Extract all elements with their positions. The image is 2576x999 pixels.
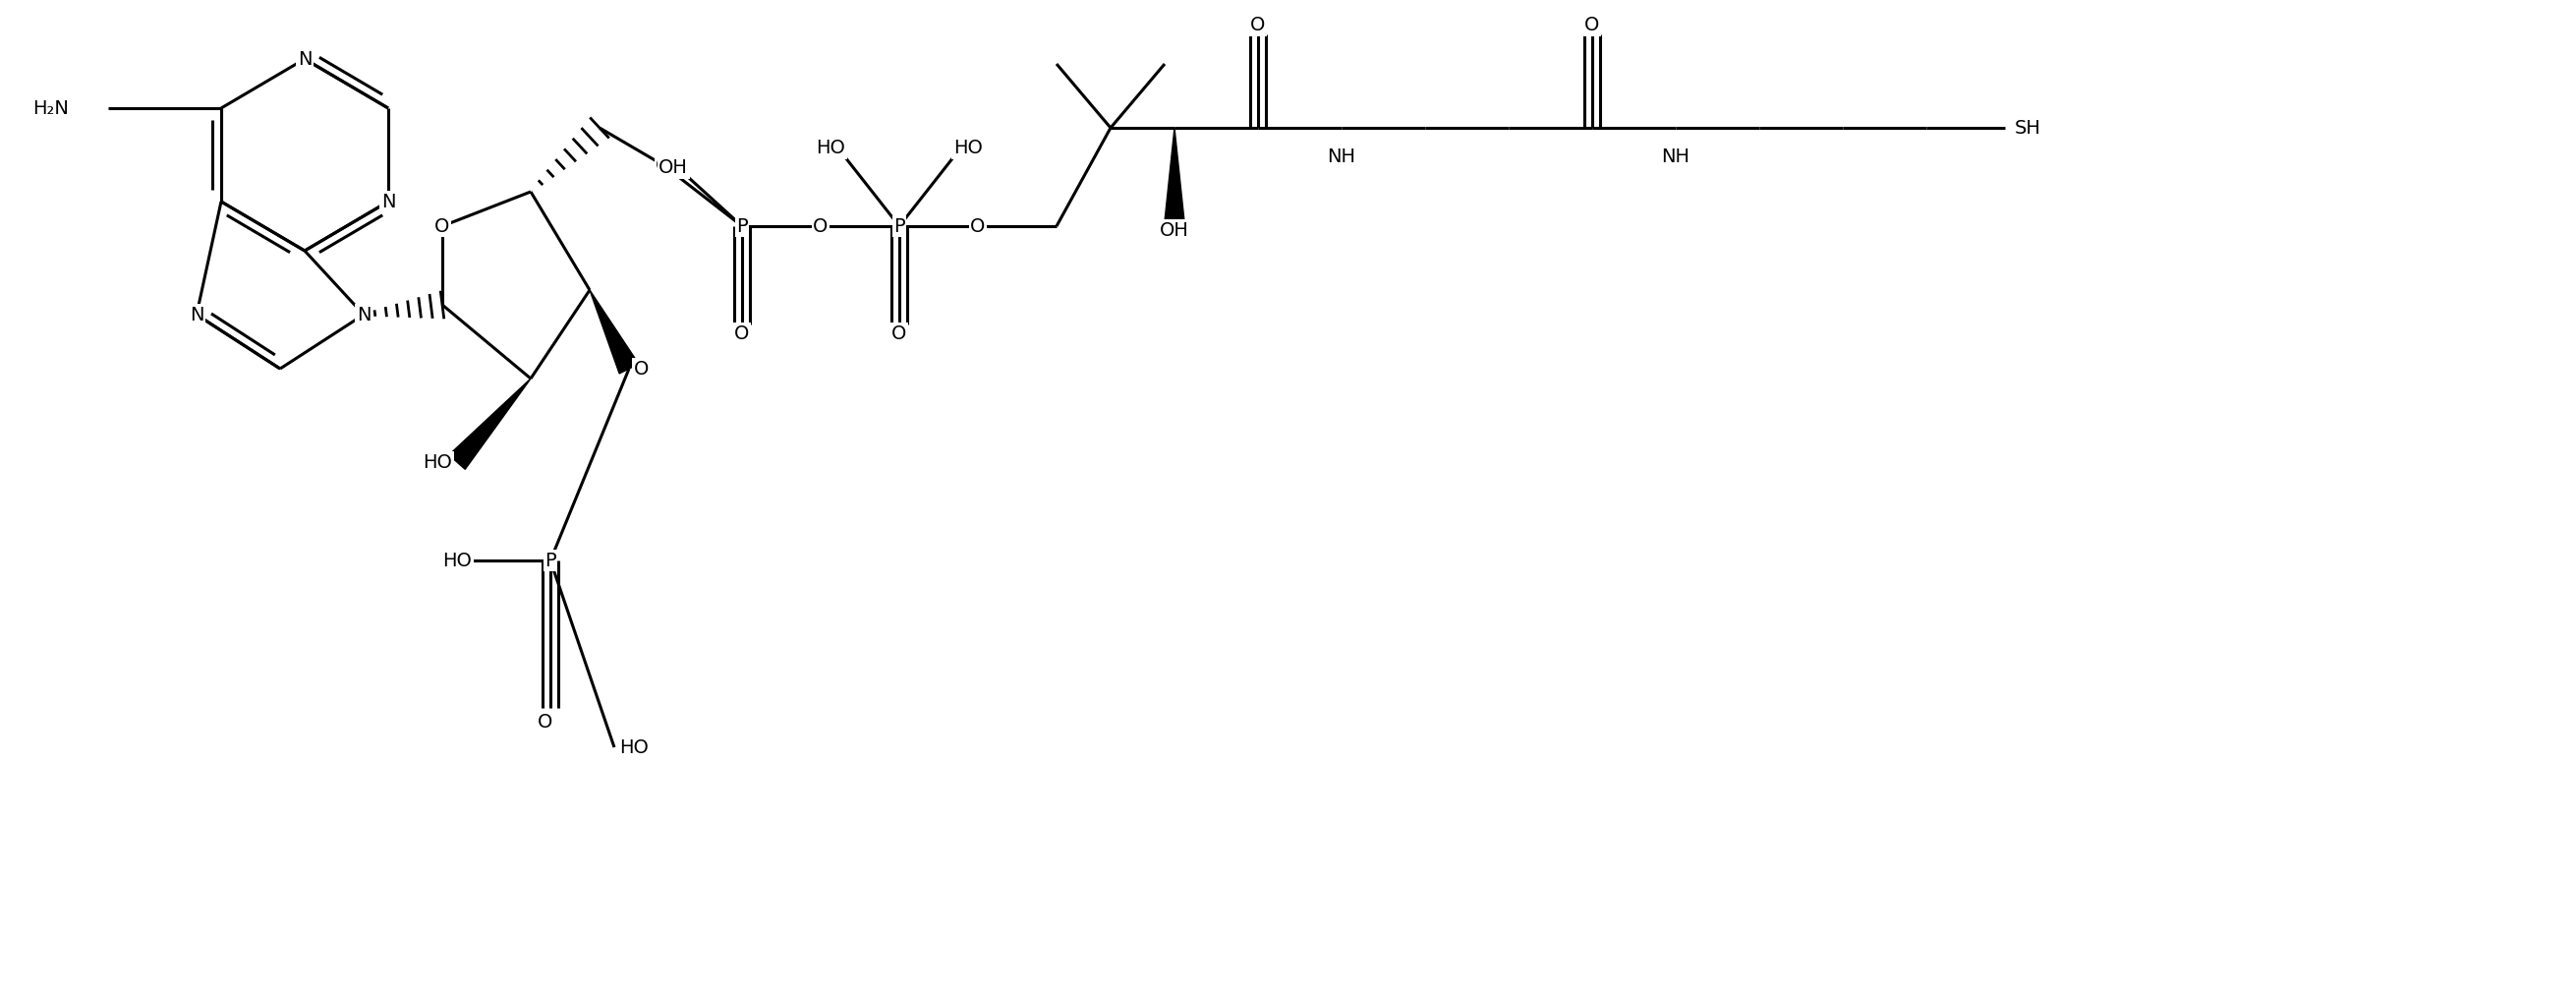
Text: O: O: [538, 713, 554, 731]
Text: O: O: [1249, 16, 1265, 34]
Text: O: O: [734, 325, 750, 344]
Text: P: P: [544, 551, 556, 569]
Polygon shape: [1164, 128, 1185, 221]
Text: NH: NH: [1327, 148, 1355, 166]
Text: HO: HO: [618, 738, 649, 756]
Text: HO: HO: [443, 551, 471, 569]
Text: O: O: [435, 217, 451, 236]
Text: O: O: [971, 217, 987, 236]
Polygon shape: [448, 379, 531, 470]
Text: NH: NH: [1662, 148, 1690, 166]
Text: H₂N: H₂N: [33, 99, 70, 118]
Polygon shape: [590, 290, 639, 374]
Text: HO: HO: [953, 139, 981, 157]
Text: N: N: [355, 306, 371, 324]
Text: SH: SH: [2014, 119, 2040, 137]
Text: HO: HO: [422, 453, 453, 472]
Text: OH: OH: [659, 158, 688, 177]
Text: HO: HO: [817, 139, 845, 157]
Text: O: O: [891, 325, 907, 344]
Text: O: O: [1584, 16, 1600, 34]
Text: O: O: [814, 217, 829, 236]
Text: O: O: [657, 156, 670, 175]
Text: P: P: [894, 217, 904, 236]
Text: N: N: [381, 192, 394, 211]
Text: N: N: [299, 50, 312, 68]
Text: P: P: [737, 217, 747, 236]
Text: O: O: [634, 360, 649, 378]
Text: OH: OH: [1159, 221, 1190, 240]
Text: N: N: [191, 306, 204, 324]
